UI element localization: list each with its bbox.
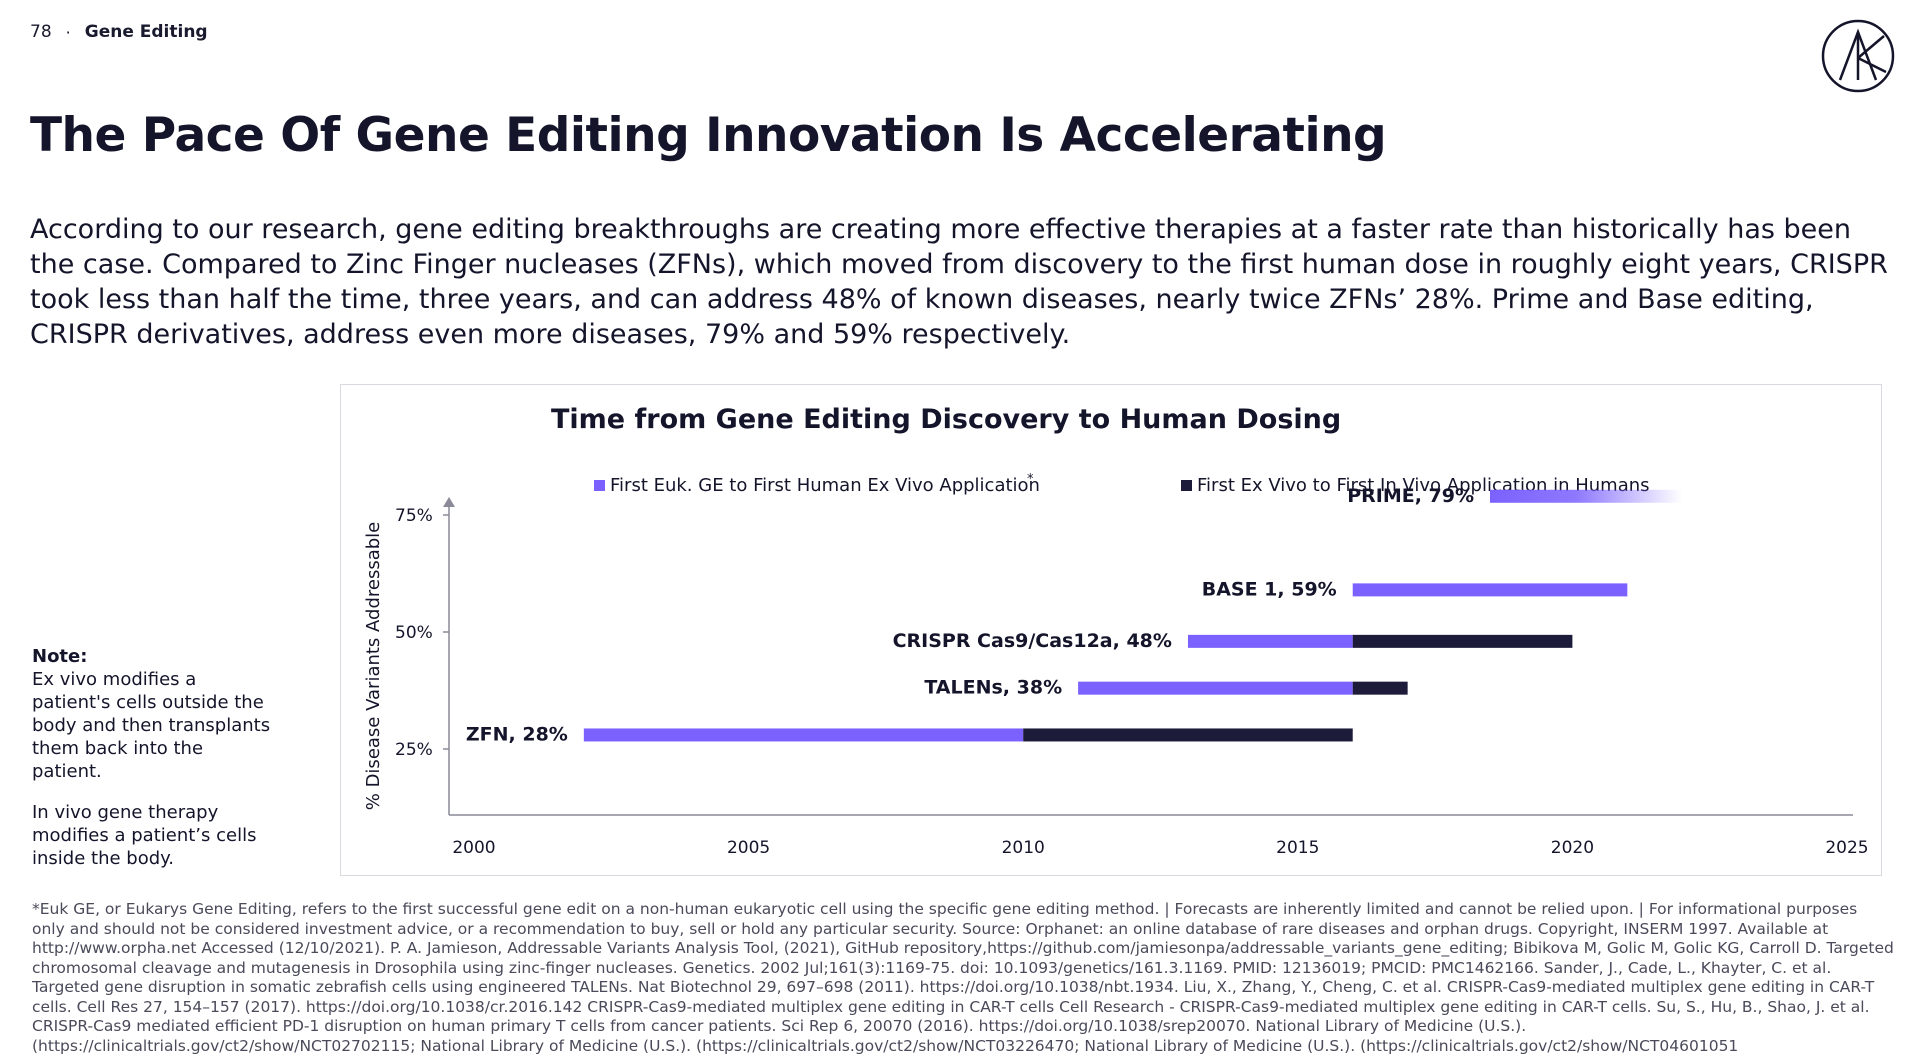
intro-paragraph: According to our research, gene editing … <box>30 214 1888 350</box>
note-ex-vivo: Ex vivo modifies a patient's cells outsi… <box>32 669 271 782</box>
x-tick-label: 2020 <box>1551 838 1594 858</box>
bar-ex-vivo-talens <box>1078 681 1353 695</box>
legend-marker-asterisk: * <box>1027 472 1034 487</box>
x-tick-label: 2025 <box>1825 838 1868 858</box>
bar-in-vivo-zfn <box>1023 728 1353 742</box>
legend-swatch-in-vivo <box>1181 480 1192 491</box>
bar-ex-vivo-crispr-cas9-cas12a <box>1187 634 1353 648</box>
bar-ex-vivo-prime <box>1490 489 1683 503</box>
legend-label-ex-vivo: First Euk. GE to First Human Ex Vivo App… <box>610 475 1040 496</box>
bar-label-prime: PRIME, 79% <box>1347 485 1474 507</box>
chart-title: Time from Gene Editing Discovery to Huma… <box>551 404 1341 435</box>
bar-in-vivo-talens <box>1352 681 1408 695</box>
y-tick-label: 50% <box>395 623 433 643</box>
brand-logo-icon <box>1821 19 1895 93</box>
bar-label-crispr-cas9-cas12a: CRISPR Cas9/Cas12a, 48% <box>893 630 1172 652</box>
bar-label-zfn: ZFN, 28% <box>466 723 568 745</box>
page-title: The Pace Of Gene Editing Innovation Is A… <box>30 108 1387 163</box>
bar-ex-vivo-base-1 <box>1352 583 1628 597</box>
legend-swatch-ex-vivo <box>594 480 605 491</box>
bar-label-talens: TALENs, 38% <box>924 677 1062 699</box>
section-label: Gene Editing <box>84 22 208 42</box>
note-heading: Note: <box>32 646 88 667</box>
page-number: 78 <box>30 22 52 42</box>
footnote: *Euk GE, or Eukarys Gene Editing, refers… <box>32 900 1894 1055</box>
y-axis-arrow-icon <box>443 497 455 507</box>
y-axis-label: % Disease Variants Addressable <box>363 522 384 811</box>
y-tick-label: 25% <box>395 740 433 760</box>
bar-in-vivo-crispr-cas9-cas12a <box>1352 634 1573 648</box>
gene-editing-timeline-chart: Time from Gene Editing Discovery to Huma… <box>363 404 1869 858</box>
note-in-vivo: In vivo gene therapy modifies a patient’… <box>32 802 257 869</box>
x-tick-label: 2010 <box>1002 838 1045 858</box>
note-panel: Note: Ex vivo modifies a patient's cells… <box>32 645 272 888</box>
x-tick-label: 2015 <box>1276 838 1319 858</box>
x-tick-label: 2000 <box>452 838 495 858</box>
y-tick-label: 75% <box>395 506 433 526</box>
x-tick-label: 2005 <box>727 838 770 858</box>
chart-frame: Time from Gene Editing Discovery to Huma… <box>340 384 1882 876</box>
header-separator: · <box>65 22 71 42</box>
bar-ex-vivo-zfn <box>583 728 1024 742</box>
bar-label-base-1: BASE 1, 59% <box>1202 578 1337 600</box>
page-header: 78 · Gene Editing <box>30 22 208 42</box>
